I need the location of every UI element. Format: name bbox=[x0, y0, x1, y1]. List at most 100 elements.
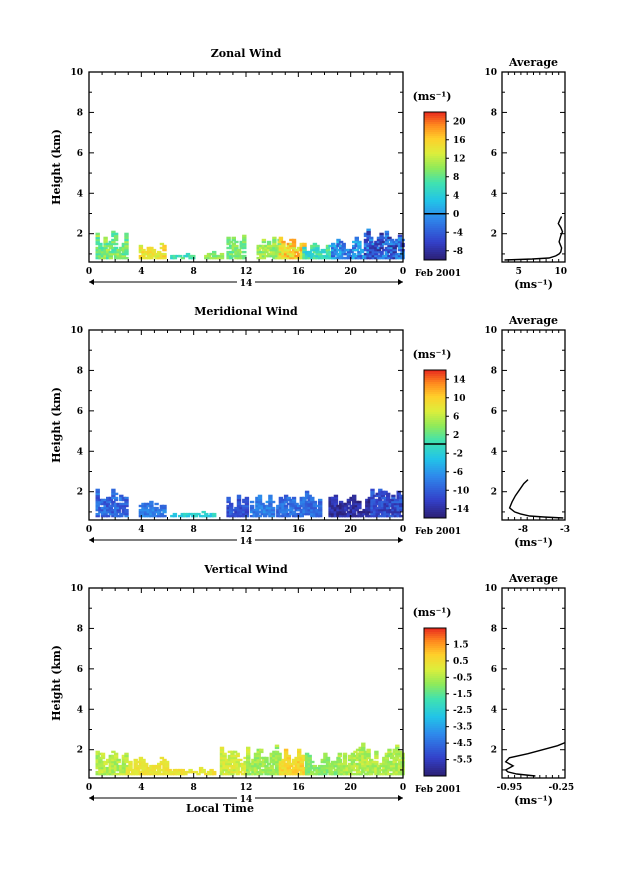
heatmap-cell bbox=[392, 244, 397, 248]
heatmap-cell bbox=[289, 506, 294, 510]
heatmap-cell bbox=[379, 768, 384, 772]
heatmap-cell bbox=[338, 504, 344, 508]
heatmap-cell bbox=[274, 246, 280, 250]
heatmap-cell bbox=[297, 752, 302, 756]
heatmap-cell bbox=[124, 242, 129, 246]
heatmap-cell bbox=[289, 242, 294, 246]
colorbar-tick-label: -5.5 bbox=[453, 756, 472, 766]
heatmap-cell bbox=[113, 768, 119, 772]
heatmap-cell bbox=[307, 494, 312, 498]
heatmap-cell bbox=[363, 754, 369, 758]
heatmap-cell bbox=[124, 758, 129, 762]
colorbar-band bbox=[424, 702, 446, 705]
heatmap-cell bbox=[274, 760, 280, 764]
heatmap-cell bbox=[95, 496, 100, 500]
heatmap-cell bbox=[359, 512, 365, 516]
heatmap-cell bbox=[349, 250, 354, 254]
heatmap-cell bbox=[283, 494, 289, 498]
heatmap-cell bbox=[108, 760, 113, 764]
heatmap-cell bbox=[121, 770, 127, 774]
heatmap-cell bbox=[103, 504, 108, 508]
heatmap-cell bbox=[236, 496, 242, 500]
colorbar-band bbox=[424, 448, 446, 451]
heatmap-cell bbox=[119, 246, 124, 250]
heatmap-cell bbox=[315, 256, 320, 260]
heatmap-cell bbox=[333, 244, 339, 248]
heatmap-cell bbox=[138, 766, 144, 770]
heatmap-cell bbox=[191, 512, 196, 516]
heatmap-cell bbox=[124, 508, 129, 512]
heatmap-cell bbox=[389, 766, 395, 770]
heatmap-cell bbox=[340, 762, 345, 766]
heatmap-cell bbox=[320, 766, 325, 770]
heatmap-cell bbox=[374, 760, 379, 764]
heatmap-cell bbox=[98, 242, 103, 246]
heatmap-cell bbox=[283, 512, 289, 516]
heatmap-cell bbox=[138, 756, 144, 760]
colorbar-tick-label: 8 bbox=[453, 173, 459, 183]
heatmap-cell bbox=[95, 762, 100, 766]
heatmap-cell bbox=[310, 512, 315, 516]
heatmap-cell bbox=[230, 764, 235, 768]
heatmap-cell bbox=[95, 752, 100, 756]
heatmap-cell bbox=[108, 756, 113, 760]
heatmap-cell bbox=[393, 502, 399, 506]
panel-title: Meridional Wind bbox=[194, 305, 298, 318]
heatmap-cell bbox=[248, 772, 253, 776]
heatmap-cell bbox=[366, 766, 371, 770]
heatmap-cell bbox=[353, 756, 358, 760]
heatmap-cell bbox=[396, 514, 401, 518]
heatmap-cell bbox=[278, 246, 284, 250]
heatmap-cell bbox=[162, 256, 167, 260]
heatmap-cell bbox=[374, 242, 379, 246]
heatmap-cell bbox=[291, 502, 297, 506]
heatmap-cell bbox=[346, 498, 352, 502]
colorbar-band bbox=[424, 428, 446, 431]
heatmap-cell bbox=[164, 770, 170, 774]
heatmap-cell bbox=[374, 244, 379, 248]
heatmap-cell bbox=[278, 770, 284, 774]
heatmap-cell bbox=[243, 764, 248, 768]
heatmap-cell bbox=[226, 506, 231, 510]
heatmap-cell bbox=[256, 762, 261, 766]
heatmap-cell bbox=[113, 504, 119, 508]
heatmap-cell bbox=[276, 504, 281, 508]
heatmap-cell bbox=[396, 506, 401, 510]
heatmap-cell bbox=[382, 756, 387, 760]
heatmap-cell bbox=[103, 502, 108, 506]
heatmap-cell bbox=[354, 508, 359, 512]
heatmap-cell bbox=[240, 762, 246, 766]
heatmap-cell bbox=[243, 756, 248, 760]
heatmap-cell bbox=[149, 500, 154, 504]
heatmap-cell bbox=[251, 772, 256, 776]
heatmap-cell bbox=[113, 508, 119, 512]
day-label: 14 bbox=[240, 537, 253, 547]
heatmap-cell bbox=[323, 772, 328, 776]
heatmap-cell bbox=[320, 250, 325, 254]
colorbar-tick-label: -2 bbox=[453, 449, 463, 459]
colorbar-tick-label: 10 bbox=[453, 394, 466, 404]
heatmap-cell bbox=[333, 250, 339, 254]
heatmap-cell bbox=[238, 762, 243, 766]
heatmap-cell bbox=[103, 510, 108, 514]
heatmap-cell bbox=[304, 252, 310, 256]
heatmap-cell bbox=[106, 244, 111, 248]
colorbar-band bbox=[424, 478, 446, 481]
heatmap-cell bbox=[281, 512, 286, 516]
heatmap-cell bbox=[116, 250, 121, 254]
colorbar-band bbox=[424, 418, 446, 421]
heatmap-cell bbox=[333, 764, 339, 768]
x-tick-label: 12 bbox=[240, 783, 253, 793]
heatmap-cell bbox=[239, 250, 244, 254]
heatmap-cell bbox=[331, 250, 336, 254]
heatmap-cell bbox=[164, 764, 170, 768]
heatmap-cell bbox=[185, 514, 191, 518]
colorbar-band bbox=[424, 690, 446, 693]
heatmap-cell bbox=[111, 250, 116, 254]
heatmap-cell bbox=[345, 764, 350, 768]
heatmap-cell bbox=[302, 768, 307, 772]
heatmap-cell bbox=[388, 498, 393, 502]
colorbar-band bbox=[424, 768, 446, 771]
heatmap-cell bbox=[252, 508, 257, 512]
